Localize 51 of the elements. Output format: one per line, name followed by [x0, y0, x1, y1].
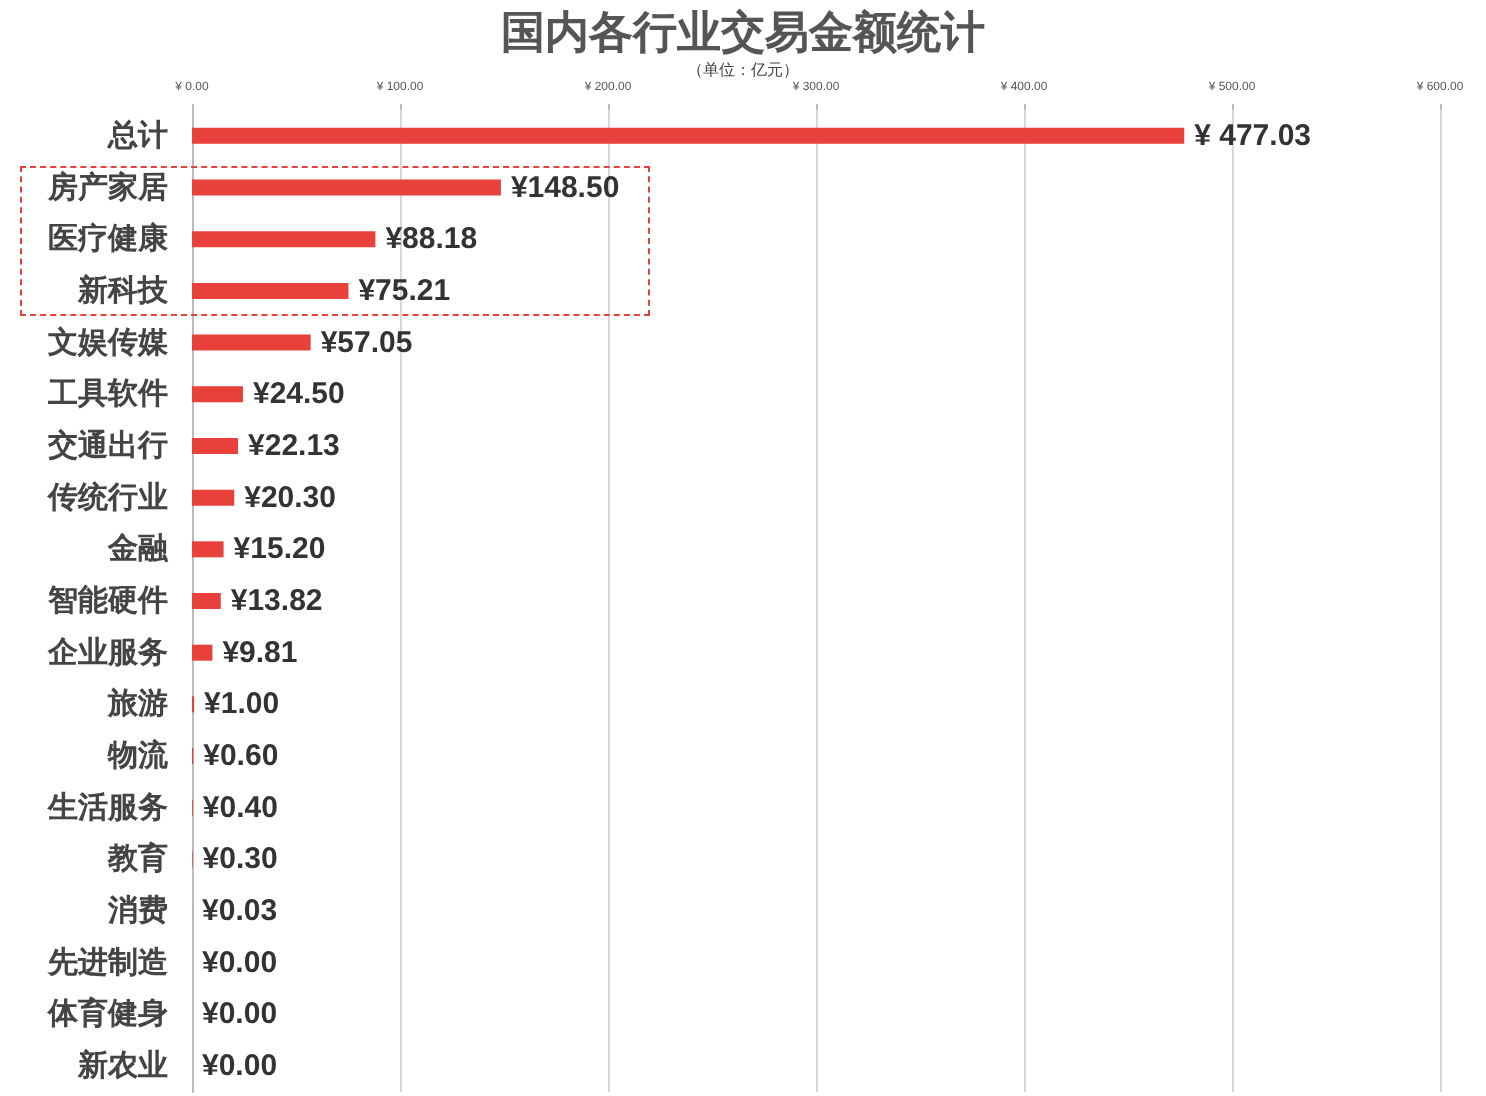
y-tick-label: 交通出行 — [46, 426, 168, 463]
y-tick-label: 金融 — [106, 532, 170, 567]
chart-subtitle: （单位：亿元） — [687, 61, 799, 79]
data-label: ¥0.00 — [202, 945, 278, 980]
data-label: ¥148.50 — [510, 170, 620, 205]
bar — [192, 127, 1185, 144]
bar — [192, 489, 235, 506]
data-label: ¥20.30 — [244, 480, 337, 515]
y-tick-label: 物流 — [106, 737, 170, 774]
y-tick-label: 消费 — [106, 894, 168, 929]
y-tick-label: 教育 — [106, 840, 168, 877]
data-label: ¥24.50 — [252, 377, 345, 412]
bar — [192, 386, 243, 403]
data-label: ¥57.05 — [320, 325, 413, 360]
data-label: ¥0.03 — [202, 894, 278, 929]
bar — [192, 541, 224, 558]
bar — [192, 334, 311, 351]
data-label: ¥15.20 — [233, 532, 326, 567]
data-label: ¥13.82 — [230, 584, 323, 618]
data-label: ¥1.00 — [204, 687, 280, 722]
y-tick-label: 总计 — [106, 118, 168, 153]
data-label: ¥0.30 — [202, 842, 278, 877]
chart-title: 国内各行业交易金额统计 — [501, 7, 985, 57]
bar — [192, 179, 501, 196]
y-tick-label: 企业服务 — [46, 635, 168, 670]
y-tick-label: 旅游 — [106, 687, 168, 722]
y-tick-label: 新农业 — [76, 1047, 168, 1084]
bar — [192, 593, 221, 609]
data-label: ¥0.60 — [203, 739, 279, 774]
y-tick-label: 房产家居 — [46, 168, 168, 205]
y-tick-label: 智能硬件 — [46, 584, 168, 618]
data-label: ¥75.21 — [358, 273, 451, 308]
y-tick-label: 新科技 — [76, 271, 170, 308]
y-tick-label: 先进制造 — [46, 945, 170, 980]
y-tick-label: 文娱传媒 — [46, 325, 170, 360]
data-label: ¥22.13 — [248, 428, 340, 463]
y-tick-label: 体育健身 — [46, 995, 168, 1032]
bar — [192, 437, 239, 454]
y-tick-label: 生活服务 — [46, 790, 168, 825]
data-label: ¥0.40 — [202, 790, 278, 825]
data-label: ¥ 477.03 — [1194, 118, 1311, 153]
bar — [192, 282, 349, 299]
data-label: ¥0.00 — [202, 997, 278, 1032]
data-label: ¥9.81 — [222, 635, 298, 670]
data-label: ¥0.00 — [202, 1049, 278, 1084]
y-tick-label: 传统行业 — [46, 480, 168, 515]
bar — [192, 231, 376, 248]
y-tick-label: 工具软件 — [46, 377, 168, 412]
y-tick-label: 医疗健康 — [48, 220, 170, 257]
bar — [192, 644, 213, 661]
data-label: ¥88.18 — [385, 222, 478, 257]
